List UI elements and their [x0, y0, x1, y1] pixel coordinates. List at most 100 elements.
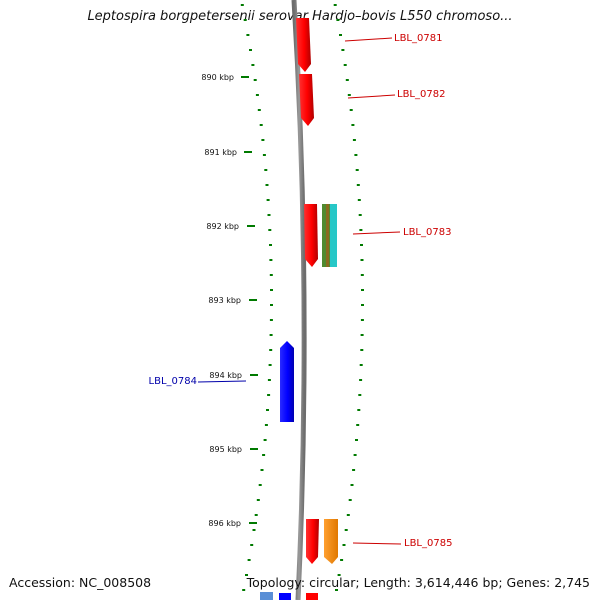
gene-cog-band-teal: [330, 204, 337, 267]
kbp-label-892: 892 kbp: [206, 222, 239, 231]
right-ring-tick: [348, 499, 352, 501]
gene-LBL_0785[interactable]: LBL_0785: [306, 519, 452, 564]
left-ring-tick: [247, 559, 251, 561]
right-ring-tick: [360, 319, 364, 321]
left-ring-tick: [253, 79, 257, 81]
left-ring-tick: [269, 349, 273, 351]
right-ring-tick: [344, 529, 348, 531]
right-tick-ring: [333, 4, 364, 591]
left-ring-tick: [268, 364, 272, 366]
right-ring-tick: [340, 559, 344, 561]
left-ring-tick: [240, 4, 244, 6]
gene-arrow-LBL_0784[interactable]: [280, 341, 294, 422]
left-ring-tick: [250, 544, 254, 546]
left-ring-tick: [267, 379, 271, 381]
gene-leader-LBL_0784: [197, 380, 247, 383]
left-ring-tick: [262, 454, 266, 456]
right-ring-tick: [354, 154, 358, 156]
right-ring-tick: [359, 379, 363, 381]
gene-fragment-lightblue[interactable]: [260, 592, 273, 600]
right-ring-tick: [357, 409, 361, 411]
kbp-axis-labels: 890 kbp 891 kbp 892 kbp 893 kbp 894 kbp …: [201, 73, 258, 528]
gene-arrow-LBL_0782[interactable]: [299, 74, 314, 126]
left-ring-tick: [245, 574, 248, 576]
kbp-label-893: 893 kbp: [208, 296, 241, 305]
right-ring-tick: [346, 514, 350, 516]
left-ring-tick: [249, 49, 252, 51]
kbp-label-891: 891 kbp: [204, 148, 237, 157]
right-ring-tick: [355, 439, 358, 441]
right-ring-tick: [359, 364, 363, 366]
left-ring-tick: [270, 304, 273, 306]
gene-leader-LBL_0783: [352, 231, 401, 235]
left-ring-tick: [243, 19, 247, 21]
gene-label-LBL_0783[interactable]: LBL_0783: [403, 227, 451, 238]
gene-cog-band-orange: [324, 519, 338, 564]
gene-arrow-LBL_0783[interactable]: [304, 204, 318, 267]
left-ring-tick: [254, 514, 258, 516]
right-ring-tick: [337, 574, 341, 576]
right-ring-tick: [353, 454, 357, 456]
right-ring-tick: [358, 214, 362, 216]
left-ring-tick: [269, 274, 273, 276]
right-ring-tick: [358, 394, 362, 396]
right-ring-tick: [361, 304, 364, 306]
right-ring-tick: [343, 64, 347, 66]
gene-LBL_0783[interactable]: LBL_0783: [304, 204, 451, 267]
gene-label-LBL_0781[interactable]: LBL_0781: [394, 33, 442, 44]
right-ring-tick: [359, 229, 363, 231]
kbp-label-894: 894 kbp: [209, 371, 242, 380]
left-ring-tick: [269, 319, 273, 321]
right-ring-tick: [339, 34, 342, 36]
accession-text: Accession: NC_008508: [9, 575, 152, 590]
chromosome-backbone: [291, 0, 307, 600]
gene-LBL_0781[interactable]: LBL_0781: [296, 18, 442, 72]
left-ring-tick: [246, 34, 250, 36]
left-ring-tick: [267, 214, 271, 216]
left-ring-tick: [257, 109, 261, 111]
map-title: Leptospira borgpetersenii serovar Hardjo…: [87, 9, 513, 24]
right-ring-tick: [360, 259, 364, 261]
left-ring-tick: [266, 199, 270, 201]
left-ring-tick: [255, 94, 259, 96]
gene-label-LBL_0785[interactable]: LBL_0785: [404, 538, 452, 549]
right-ring-tick: [360, 349, 364, 351]
right-ring-tick: [341, 49, 345, 51]
left-ring-tick: [266, 409, 269, 411]
gene-arrow-LBL_0781[interactable]: [296, 18, 311, 72]
left-ring-tick: [269, 259, 273, 261]
right-ring-tick: [352, 469, 356, 471]
left-ring-tick: [242, 589, 246, 591]
gene-fragment-red[interactable]: [306, 593, 318, 600]
right-ring-tick: [347, 94, 351, 96]
right-ring-tick: [357, 199, 361, 201]
left-ring-tick: [260, 469, 264, 471]
gene-leader-LBL_0782: [347, 94, 396, 99]
left-ring-tick: [262, 154, 266, 156]
right-ring-tick: [360, 334, 364, 336]
gene-label-LBL_0782[interactable]: LBL_0782: [397, 89, 445, 100]
kbp-label-895: 895 kbp: [209, 445, 242, 454]
gene-label-LBL_0784[interactable]: LBL_0784: [149, 376, 197, 387]
gene-LBL_0784[interactable]: LBL_0784: [149, 341, 294, 422]
right-ring-tick: [350, 484, 354, 486]
right-ring-tick: [361, 289, 364, 291]
gene-cog-band-olive: [326, 204, 329, 267]
left-ring-tick: [267, 394, 271, 396]
gene-LBL_0782[interactable]: LBL_0782: [299, 74, 445, 126]
right-ring-tick: [333, 4, 337, 6]
right-ring-tick: [360, 244, 363, 246]
left-tick-ring: [240, 4, 273, 591]
right-ring-tick: [356, 184, 360, 186]
left-ring-tick: [269, 244, 272, 246]
right-ring-tick: [355, 169, 359, 171]
left-ring-tick: [264, 424, 268, 426]
left-ring-tick: [268, 229, 272, 231]
right-ring-tick: [360, 274, 364, 276]
gene-arrow-LBL_0785[interactable]: [306, 519, 319, 564]
left-ring-tick: [269, 334, 273, 336]
gene-fragment-blue[interactable]: [279, 593, 291, 600]
right-ring-tick: [336, 19, 340, 21]
gene-leader-LBL_0781: [344, 37, 393, 42]
